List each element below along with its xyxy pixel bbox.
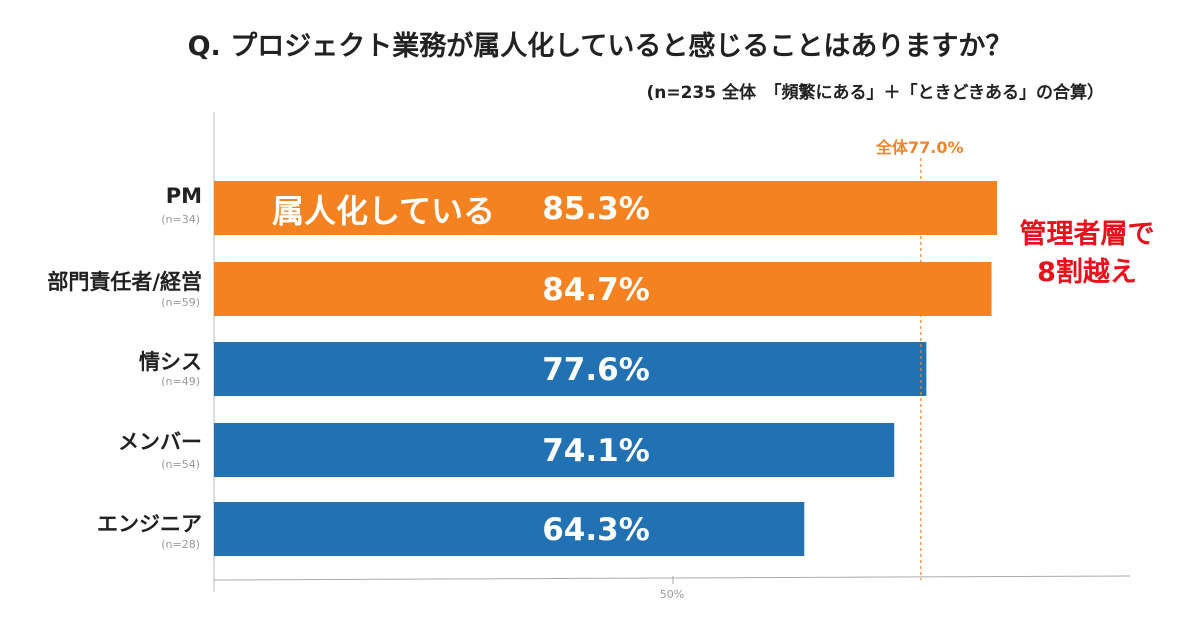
category-label-management: 部門責任者/経営 <box>47 270 202 294</box>
category-label-it: 情シス <box>139 350 202 374</box>
bar-0 <box>214 181 998 235</box>
bar-4 <box>214 502 805 556</box>
category-label-pm: PM <box>165 184 202 208</box>
bar-2 <box>214 342 927 396</box>
x-axis-line <box>213 575 1131 581</box>
bar-value-label-4: 64.3% <box>542 512 650 548</box>
x-tick-label-50: 50% <box>659 588 685 601</box>
bar-1 <box>214 262 992 316</box>
sample-size-it: (n=49) <box>161 375 200 388</box>
sample-size-management: (n=59) <box>161 296 200 309</box>
callout-line-1: 管理者層で <box>1019 219 1155 250</box>
sample-size-pm: (n=34) <box>161 213 200 226</box>
chart-subtitle: (n=235 全体 「頻繁にある」＋「ときどきある」の合算） <box>646 83 1104 103</box>
callout-line-2: 8割越え <box>1037 257 1137 288</box>
bar-value-label-3: 74.1% <box>542 433 650 469</box>
in-bar-label: 属人化している <box>272 192 496 230</box>
sample-size-engineer: (n=28) <box>161 538 200 551</box>
bar-value-label-2: 77.6% <box>542 352 650 388</box>
bar-3 <box>214 423 895 477</box>
chart-title: Q. プロジェクト業務が属人化していると感じることはありますか？ <box>187 31 1013 62</box>
reference-line-label: 全体77.0% <box>876 138 964 157</box>
sample-size-member: (n=54) <box>161 458 200 471</box>
bar-value-label-1: 84.7% <box>542 272 650 308</box>
callout-annotation: 管理者層で 8割越え <box>1012 216 1162 292</box>
category-label-member: メンバー <box>118 430 202 454</box>
category-label-engineer: エンジニア <box>97 512 202 536</box>
bar-value-label-0: 85.3% <box>542 191 650 227</box>
